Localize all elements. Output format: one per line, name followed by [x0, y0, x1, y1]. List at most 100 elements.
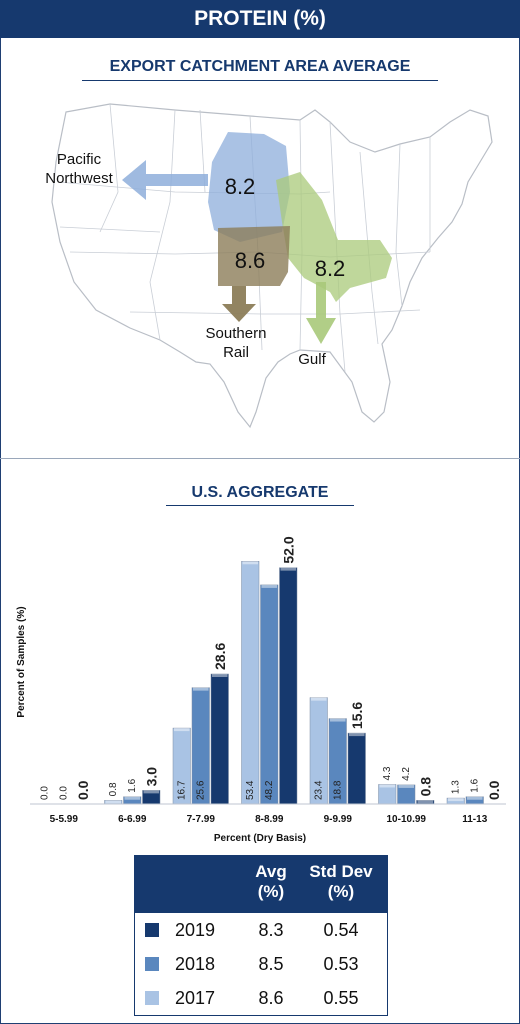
- pacific-northwest-label-line2: Northwest: [45, 170, 113, 187]
- pacific-northwest-region: [208, 132, 290, 242]
- bar-highlight: [280, 567, 296, 571]
- x-tick-labels: 5-5.99 6-6.99 7-7.99 8-8.99 9-9.99 10-10.99 11…: [50, 814, 488, 825]
- table-row: 2019 8.3 0.54: [135, 913, 387, 947]
- map-title-rule: [82, 80, 438, 81]
- page-title: PROTEIN (%): [194, 7, 326, 30]
- bar-highlight: [105, 800, 121, 804]
- data-label-2017-9-9.99: 23.4: [313, 780, 324, 800]
- x-tick-label: 6-6.99: [118, 814, 147, 825]
- std-dev-cell: 0.55: [323, 988, 359, 1008]
- data-label-2018-11-13: 1.6: [469, 778, 480, 792]
- std-dev-header-line2: (%): [327, 882, 355, 901]
- std-dev-header: Std Dev (%): [301, 862, 381, 902]
- bar-group: 0.0 0.0 0.0 0.8 1.6 3.0 16.7 25.6 28.6 53.4 48.2 52…: [39, 536, 502, 805]
- data-label-2019-7-7.99: 28.6: [212, 643, 228, 670]
- data-label-2018-7-7.99: 25.6: [195, 780, 206, 800]
- bar-2019-7-7.99: [210, 673, 229, 805]
- bar-highlight: [330, 718, 346, 722]
- x-tick-label: 11-13: [462, 814, 487, 825]
- legend-swatch-2018: [145, 957, 159, 971]
- bar-highlight: [448, 798, 464, 802]
- x-axis-label: Percent (Dry Basis): [214, 833, 306, 844]
- avg-cell: 8.6: [258, 988, 284, 1008]
- pacific-northwest-arrow: [122, 160, 208, 200]
- page-header: PROTEIN (%): [0, 0, 520, 38]
- avg-header: Avg (%): [241, 862, 301, 902]
- map-title: EXPORT CATCHMENT AREA AVERAGE: [109, 58, 411, 75]
- std-dev-cell: 0.54: [323, 920, 359, 940]
- bar-highlight: [174, 728, 190, 732]
- southern-rail-value: 8.6: [235, 248, 266, 273]
- avg-header-line2: (%): [257, 882, 285, 901]
- gulf-region: [276, 172, 392, 302]
- bar-highlight: [242, 561, 258, 565]
- bar-highlight: [124, 796, 140, 800]
- section-divider: [0, 458, 520, 459]
- x-tick-label: 9-9.99: [324, 814, 353, 825]
- data-label-2017-8-8.99: 53.4: [245, 780, 256, 800]
- bar-highlight: [398, 784, 414, 788]
- data-label-2018-5-5.99: 0.0: [58, 786, 69, 800]
- bar-2019-8-8.99: [279, 567, 298, 805]
- bar-highlight: [143, 790, 159, 794]
- x-tick-label: 7-7.99: [187, 814, 216, 825]
- data-label-2017-7-7.99: 16.7: [176, 780, 187, 800]
- bar-highlight: [193, 687, 209, 691]
- table-row: 2018 8.5 0.53: [135, 947, 387, 981]
- gulf-label: Gulf: [298, 351, 326, 368]
- pacific-northwest-label-line1: Pacific: [57, 151, 102, 168]
- summary-table: Avg (%) Std Dev (%) 2019 8.3 0.54 2018 8…: [134, 855, 388, 1016]
- data-label-2017-10-10.99: 4.3: [382, 766, 393, 780]
- std-dev-cell: 0.53: [323, 954, 359, 974]
- x-tick-label: 10-10.99: [387, 814, 427, 825]
- bar-highlight: [212, 674, 228, 677]
- data-label-2018-9-9.99: 18.8: [332, 780, 343, 800]
- data-label-2017-6-6.99: 0.8: [108, 782, 119, 796]
- gulf-value: 8.2: [315, 256, 346, 281]
- bar-highlight: [261, 584, 277, 588]
- avg-header-line1: Avg: [255, 862, 287, 881]
- std-dev-header-line1: Std Dev: [309, 862, 373, 881]
- bar-2019-9-9.99: [347, 732, 366, 805]
- y-axis-label: Percent of Samples (%): [16, 606, 27, 717]
- data-label-2018-6-6.99: 1.6: [127, 778, 138, 792]
- bar-2017-8-8.99: [241, 561, 260, 805]
- data-label-2019-9-9.99: 15.6: [349, 702, 365, 729]
- year-cell: 2018: [175, 954, 216, 974]
- data-label-2019-10-10.99: 0.8: [417, 777, 433, 797]
- data-label-2018-8-8.99: 48.2: [264, 780, 275, 800]
- southern-rail-region: [218, 226, 290, 286]
- chart-title-rule: [166, 505, 354, 506]
- pacific-northwest-value: 8.2: [225, 174, 256, 199]
- data-label-2018-10-10.99: 4.2: [401, 767, 412, 781]
- us-map: 8.2 8.6 8.2 Pacific Northwest Southern R…: [45, 103, 493, 429]
- avg-cell: 8.5: [258, 954, 284, 974]
- chart-title: U.S. AGGREGATE: [191, 484, 329, 501]
- x-tick-label: 5-5.99: [50, 814, 79, 825]
- data-label-2019-5-5.99: 0.0: [75, 780, 91, 800]
- southern-rail-label-line2: Rail: [223, 344, 249, 361]
- southern-rail-arrow: [222, 286, 256, 322]
- bar-highlight: [311, 697, 327, 701]
- bar-highlight: [349, 733, 365, 737]
- bar-highlight: [417, 800, 433, 804]
- legend-swatch-2017: [145, 991, 159, 1005]
- summary-table-header: Avg (%) Std Dev (%): [135, 856, 387, 913]
- data-label-2019-11-13: 0.0: [486, 780, 502, 800]
- legend-swatch-2019: [145, 923, 159, 937]
- summary-table-body: 2019 8.3 0.54 2018 8.5 0.53 2017 8.6 0.5…: [135, 913, 387, 1015]
- year-cell: 2017: [175, 988, 216, 1008]
- table-row: 2017 8.6 0.55: [135, 981, 387, 1015]
- southern-rail-label-line1: Southern: [206, 325, 267, 342]
- data-label-2017-11-13: 1.3: [450, 780, 461, 794]
- gulf-arrow: [306, 282, 336, 344]
- us-aggregate-bar-chart: 0.0 0.0 0.0 0.8 1.6 3.0 16.7 25.6 28.6 53.4 48.2 52…: [16, 536, 506, 844]
- bar-2018-8-8.99: [260, 584, 279, 805]
- data-label-2019-6-6.99: 3.0: [143, 767, 159, 787]
- data-label-2019-8-8.99: 52.0: [280, 536, 296, 563]
- avg-cell: 8.3: [258, 920, 284, 940]
- bar-highlight: [379, 784, 395, 788]
- x-tick-label: 8-8.99: [255, 814, 284, 825]
- data-label-2017-5-5.99: 0.0: [39, 786, 50, 800]
- bar-highlight: [467, 796, 483, 800]
